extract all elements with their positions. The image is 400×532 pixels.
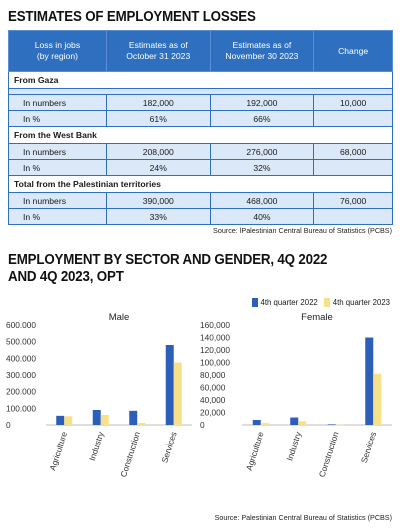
table-source: Source: lPalestinian Central Bureau of S… [213, 226, 392, 235]
female-bar-chart: Female 0 20,000 40,000 60,000 80,000 100,000 12… [200, 312, 392, 478]
legend-swatch [251, 298, 258, 307]
table-row: In % 61% 66% [8, 110, 393, 127]
legend-swatch [323, 298, 330, 307]
header-region: Loss in jobs (by region) [8, 30, 107, 72]
x-tick-label: Services [359, 431, 378, 465]
bar-construction-2022 [327, 424, 336, 425]
x-tick-label: Industry [87, 430, 106, 462]
table-title: ESTIMATES OF EMPLOYMENT LOSSES [8, 9, 256, 25]
y-tick-label: 200.000 [6, 387, 36, 397]
bar-services-2022 [165, 345, 174, 425]
bar-services-2023 [373, 373, 382, 425]
male-bar-chart: Male 0 100.000 200.000 300.000 400.000 500.000… [6, 312, 192, 478]
employment-losses-table: Loss in jobs (by region) Estimates as of O… [8, 30, 393, 225]
table-row: In numbers 208,000 276,000 68,000 [8, 143, 393, 160]
section-row: Total from the Palestinian territories [8, 175, 393, 193]
chart-source: Source: Palestinian Central Bureau of St… [214, 513, 392, 522]
chart-legend: 4th quarter 2022 4th quarter 2023 [251, 298, 390, 307]
y-tick-label: 120,000 [200, 345, 230, 355]
y-tick-label: 20,000 [200, 408, 226, 418]
y-tick-label: 40,000 [200, 395, 226, 405]
bar-agriculture-2022 [252, 420, 261, 425]
x-tick-label: Agriculture [47, 430, 69, 471]
table-row: In % 33% 40% [8, 208, 393, 225]
bar-industry-2022 [92, 410, 101, 425]
header-oct: Estimates as of October 31 2023 [105, 30, 211, 72]
y-tick-label: 300.000 [6, 370, 36, 380]
bar-agriculture-2023 [260, 423, 269, 425]
x-tick-label: Construction [317, 430, 341, 478]
legend-item-2023: 4th quarter 2023 [323, 298, 390, 307]
y-tick-label: 100,000 [200, 358, 230, 368]
section-row: From Gaza [8, 71, 393, 89]
y-tick-label: 100.000 [6, 403, 36, 413]
x-tick-label: Agriculture [244, 430, 266, 471]
y-tick-label: 160,000 [200, 320, 230, 330]
x-tick-label: Industry [284, 430, 303, 462]
bar-industry-2023 [100, 415, 109, 425]
bar-agriculture-2022 [56, 415, 65, 425]
x-tick-label: Services [159, 431, 178, 465]
y-tick-label: 80,000 [200, 370, 226, 380]
table-row: In numbers 390,000 468,000 76,000 [8, 192, 393, 209]
bar-construction-2023 [137, 423, 146, 425]
bar-industry-2023 [298, 421, 307, 425]
y-tick-label: 0 [200, 420, 205, 430]
section-row: From the West Bank [8, 126, 393, 144]
y-tick-label: 0 [6, 420, 11, 430]
table-row: In numbers 182,000 192,000 10,000 [8, 94, 393, 111]
y-tick-label: 500.000 [6, 337, 36, 347]
bar-construction-2022 [129, 410, 138, 425]
y-tick-label: 60,000 [200, 383, 226, 393]
chart-panel-title: Female [301, 312, 333, 323]
table-row: In % 24% 32% [8, 159, 393, 176]
header-change: Change [313, 30, 393, 72]
bar-services-2022 [365, 337, 374, 425]
legend-item-2022: 4th quarter 2022 [251, 298, 318, 307]
y-tick-label: 140,000 [200, 333, 230, 343]
bar-construction-2023 [335, 424, 344, 426]
table-header-row: Loss in jobs (by region) Estimates as of O… [8, 30, 393, 72]
bar-agriculture-2023 [64, 416, 73, 425]
y-tick-label: 400.000 [6, 353, 36, 363]
header-nov: Estimates as of November 30 2023 [209, 30, 315, 72]
bar-services-2023 [173, 362, 182, 425]
x-tick-label: Construction [118, 430, 142, 478]
bar-industry-2022 [290, 417, 299, 425]
chart-title: EMPLOYMENT BY SECTOR AND GENDER, 4Q 2022… [8, 252, 328, 285]
y-tick-label: 600.000 [6, 320, 36, 330]
chart-panel-title: Male [109, 312, 130, 323]
